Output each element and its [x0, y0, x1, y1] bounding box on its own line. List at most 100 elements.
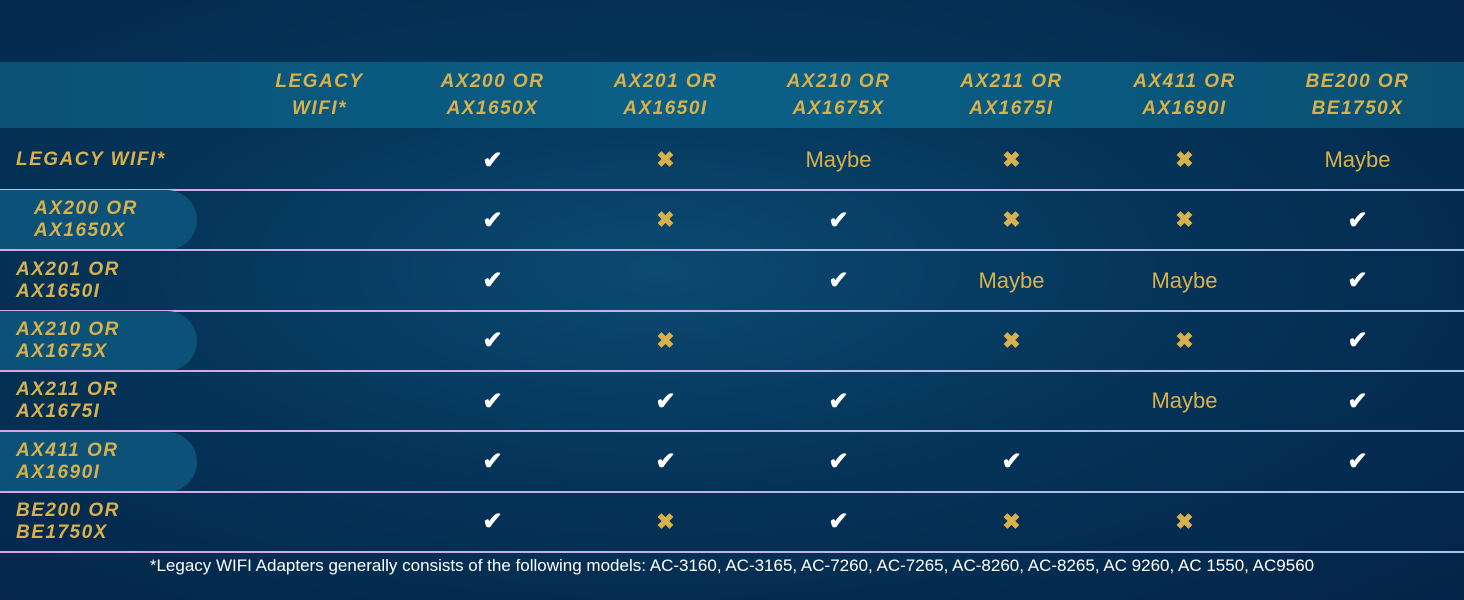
row-divider	[0, 309, 1464, 312]
row-header-line: AX200 or	[34, 198, 138, 220]
row-header-line: AX1690i	[16, 461, 101, 483]
cell-compatible: ✔	[406, 251, 579, 311]
cell-maybe: Maybe	[1098, 371, 1271, 431]
column-header: Legacy WIFI*	[233, 62, 406, 128]
cell-maybe: Maybe	[1098, 251, 1271, 311]
column-header-line: BE200 or	[1305, 71, 1410, 92]
cell-compatible: ✔	[752, 190, 925, 250]
row-divider	[0, 249, 1464, 252]
table-row: AX210 or AX1675x ✔ ✖ ✖ ✖ ✔	[0, 310, 1464, 372]
cross-icon: ✖	[1175, 147, 1194, 172]
cell-empty	[233, 130, 406, 190]
column-header-line: BE1750x	[1311, 98, 1404, 119]
maybe-label: Maybe	[1324, 147, 1391, 172]
cross-icon: ✖	[1002, 147, 1021, 172]
cell-compatible: ✔	[925, 432, 1098, 492]
cross-icon: ✖	[656, 147, 675, 172]
cell-maybe: Maybe	[925, 251, 1098, 311]
cell-empty	[752, 311, 925, 371]
column-header: AX210 or AX1675x	[752, 62, 925, 128]
cell-compatible: ✔	[752, 251, 925, 311]
row-header-line: AX411 or	[16, 439, 119, 461]
row-header-line: AX1650i	[16, 280, 101, 302]
cell-empty	[233, 371, 406, 431]
column-header-line: AX1675x	[792, 98, 885, 119]
check-icon: ✔	[828, 387, 849, 415]
cell-empty	[1098, 432, 1271, 492]
table-row: AX211 or AX1675i ✔ ✔ ✔ Maybe ✔	[0, 371, 1464, 433]
check-icon: ✔	[1347, 448, 1368, 475]
cell-compatible: ✔	[406, 371, 579, 431]
cell-compatible: ✔	[579, 432, 752, 492]
check-icon: ✔	[1347, 387, 1368, 415]
check-icon: ✔	[1347, 206, 1368, 234]
column-header: AX211 or AX1675i	[925, 62, 1098, 128]
row-header-line: AX1650x	[34, 220, 126, 242]
row-divider	[0, 189, 1464, 191]
column-header-line: Legacy	[275, 71, 364, 92]
row-header-line: AX201 or	[16, 258, 120, 280]
cell-compatible: ✔	[752, 371, 925, 431]
cell-incompatible: ✖	[1098, 311, 1271, 371]
check-icon: ✔	[828, 206, 849, 234]
cell-empty	[1271, 492, 1444, 552]
column-header: AX411 or AX1690i	[1098, 62, 1271, 128]
column-header-line: AX1690i	[1142, 98, 1227, 119]
check-icon: ✔	[655, 387, 676, 415]
cross-icon: ✖	[1002, 327, 1021, 353]
column-header-line: AX411 or	[1133, 71, 1236, 92]
cell-compatible: ✔	[406, 311, 579, 371]
cell-maybe: Maybe	[1271, 130, 1444, 190]
maybe-label: Maybe	[805, 147, 872, 172]
check-icon: ✔	[655, 448, 676, 475]
cell-incompatible: ✖	[925, 311, 1098, 371]
check-icon: ✔	[828, 448, 849, 475]
column-header-line: AX1650x	[446, 98, 539, 119]
cell-incompatible: ✖	[579, 311, 752, 371]
column-header-line: AX1675i	[969, 98, 1054, 119]
table-row: AX200 or AX1650x ✔ ✖ ✔ ✖ ✖ ✔	[0, 190, 1464, 252]
cell-empty	[579, 251, 752, 311]
cross-icon: ✖	[1175, 508, 1194, 534]
cross-icon: ✖	[1175, 327, 1194, 353]
cell-incompatible: ✖	[579, 190, 752, 250]
cell-compatible: ✔	[579, 371, 752, 431]
cell-empty	[233, 311, 406, 371]
cell-compatible: ✔	[1271, 371, 1444, 431]
cell-incompatible: ✖	[1098, 130, 1271, 190]
column-header-line: AX211 or	[960, 71, 1063, 92]
cross-icon: ✖	[656, 327, 675, 353]
cell-compatible: ✔	[1271, 251, 1444, 311]
check-icon: ✔	[482, 387, 503, 415]
cell-incompatible: ✖	[579, 492, 752, 552]
column-header-line: AX1650i	[623, 98, 708, 119]
cell-compatible: ✔	[752, 492, 925, 552]
maybe-label: Maybe	[978, 267, 1045, 293]
table-row: AX411 or AX1690i ✔ ✔ ✔ ✔ ✔	[0, 431, 1464, 493]
cross-icon: ✖	[656, 207, 675, 233]
row-header: Legacy WIFI*	[0, 130, 197, 190]
cross-icon: ✖	[1002, 207, 1021, 233]
row-header: AX211 or AX1675i	[0, 371, 197, 431]
column-header: BE200 or BE1750x	[1271, 62, 1444, 128]
check-icon: ✔	[828, 267, 849, 295]
row-divider	[0, 369, 1464, 372]
cell-empty	[233, 492, 406, 552]
cell-empty	[233, 190, 406, 250]
row-divider	[0, 490, 1464, 493]
check-icon: ✔	[482, 327, 503, 355]
cell-incompatible: ✖	[1098, 492, 1271, 552]
cell-compatible: ✔	[406, 190, 579, 250]
table-row: Legacy WIFI* ✔ ✖ Maybe ✖ ✖ Maybe	[0, 130, 1464, 191]
column-header-line: WIFI*	[292, 98, 347, 119]
cell-incompatible: ✖	[579, 130, 752, 190]
check-icon: ✔	[482, 206, 503, 234]
cross-icon: ✖	[1175, 207, 1194, 233]
cell-empty	[233, 432, 406, 492]
table-header: Legacy WIFI* AX200 or AX1650x AX201 or AX1650…	[0, 62, 1464, 128]
cell-compatible: ✔	[1271, 432, 1444, 492]
row-header-line: BE200 or	[16, 499, 120, 521]
cell-empty	[233, 251, 406, 311]
row-divider	[0, 430, 1464, 433]
row-divider	[0, 550, 1464, 553]
